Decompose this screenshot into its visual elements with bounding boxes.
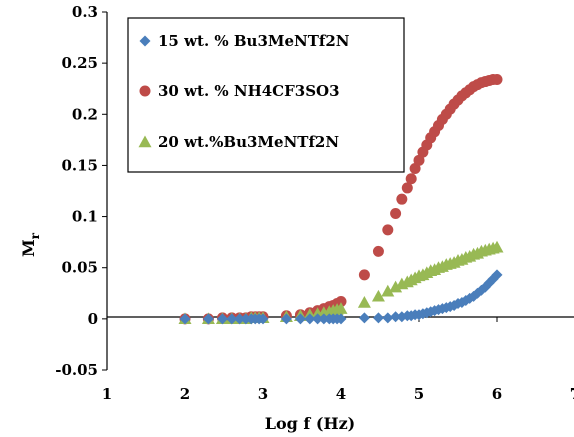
data-point — [382, 224, 394, 236]
y-axis-title-subscript: r — [28, 232, 42, 239]
x-tick-label: 7 — [570, 385, 574, 403]
data-point — [371, 289, 385, 302]
data-point — [335, 313, 347, 325]
y-tick-label: 0.3 — [72, 3, 98, 21]
legend-diamond-marker — [139, 35, 151, 47]
x-tick-label: 3 — [258, 385, 268, 403]
legend-item: 30 wt. % NH4CF3SO3 — [139, 82, 340, 100]
y-tick-label: 0 — [88, 310, 98, 328]
legend-label: 20 wt.%Bu3MeNTf2N — [158, 133, 339, 151]
data-point — [381, 284, 395, 297]
y-tick-label: 0.05 — [61, 259, 98, 277]
x-tick-label: 5 — [414, 385, 424, 403]
data-point — [294, 313, 306, 325]
data-point — [389, 280, 403, 293]
data-point — [491, 269, 503, 281]
data-point — [234, 313, 246, 325]
x-tick-label: 1 — [102, 385, 112, 403]
data-point — [179, 313, 191, 325]
x-tick-label: 2 — [180, 385, 190, 403]
data-point — [357, 295, 371, 308]
data-point — [372, 245, 384, 257]
data-point — [490, 240, 504, 253]
y-tick-label: 0.1 — [72, 208, 98, 226]
x-axis-title: Log f (Hz) — [265, 414, 355, 433]
data-point — [358, 269, 370, 281]
data-point — [226, 313, 238, 325]
y-tick-label: 0.25 — [61, 54, 98, 72]
y-axis-title-main: M — [19, 239, 38, 257]
y-tick-label: -0.05 — [55, 361, 98, 379]
x-tick-label: 6 — [492, 385, 502, 403]
legend-label: 30 wt. % NH4CF3SO3 — [158, 82, 340, 100]
data-point — [390, 208, 402, 220]
legend-box — [127, 17, 405, 173]
y-axis-title: Mr — [19, 232, 42, 257]
legend-circle-marker — [139, 85, 151, 97]
data-point — [413, 154, 425, 166]
data-point — [382, 312, 394, 324]
data-point — [405, 173, 417, 185]
data-point — [401, 182, 413, 194]
data-point — [312, 313, 324, 325]
legend-item: 15 wt. % Bu3MeNTf2N — [139, 32, 350, 50]
data-point — [280, 313, 292, 325]
series-triangle-points — [178, 240, 504, 325]
data-point — [304, 313, 316, 325]
data-point — [491, 74, 503, 86]
legend-label: 15 wt. % Bu3MeNTf2N — [158, 32, 350, 50]
data-point — [257, 313, 269, 325]
series-diamond-points — [179, 269, 503, 325]
y-tick-label: 0.2 — [72, 105, 98, 123]
data-point — [358, 312, 370, 324]
data-point — [396, 193, 408, 205]
data-point — [372, 312, 384, 324]
data-point — [216, 313, 228, 325]
legend-triangle-marker — [138, 135, 152, 148]
data-point — [409, 162, 421, 174]
data-point — [335, 295, 347, 307]
data-point — [390, 311, 402, 323]
legend-item: 20 wt.%Bu3MeNTf2N — [138, 133, 339, 151]
x-tick-label: 4 — [336, 385, 346, 403]
axes-layer: -0.05 0 0.05 0.1 0.15 0.2 0.25 0.3 1 2 3 4 5 6 7 Log f … — [19, 3, 574, 433]
data-point — [202, 313, 214, 325]
legend: 15 wt. % Bu3MeNTf2N 30 wt. % NH4CF3SO3 20 … — [127, 17, 405, 173]
y-tick-label: 0.15 — [61, 156, 98, 174]
data-marks-layer — [178, 74, 504, 325]
data-point — [334, 302, 348, 314]
